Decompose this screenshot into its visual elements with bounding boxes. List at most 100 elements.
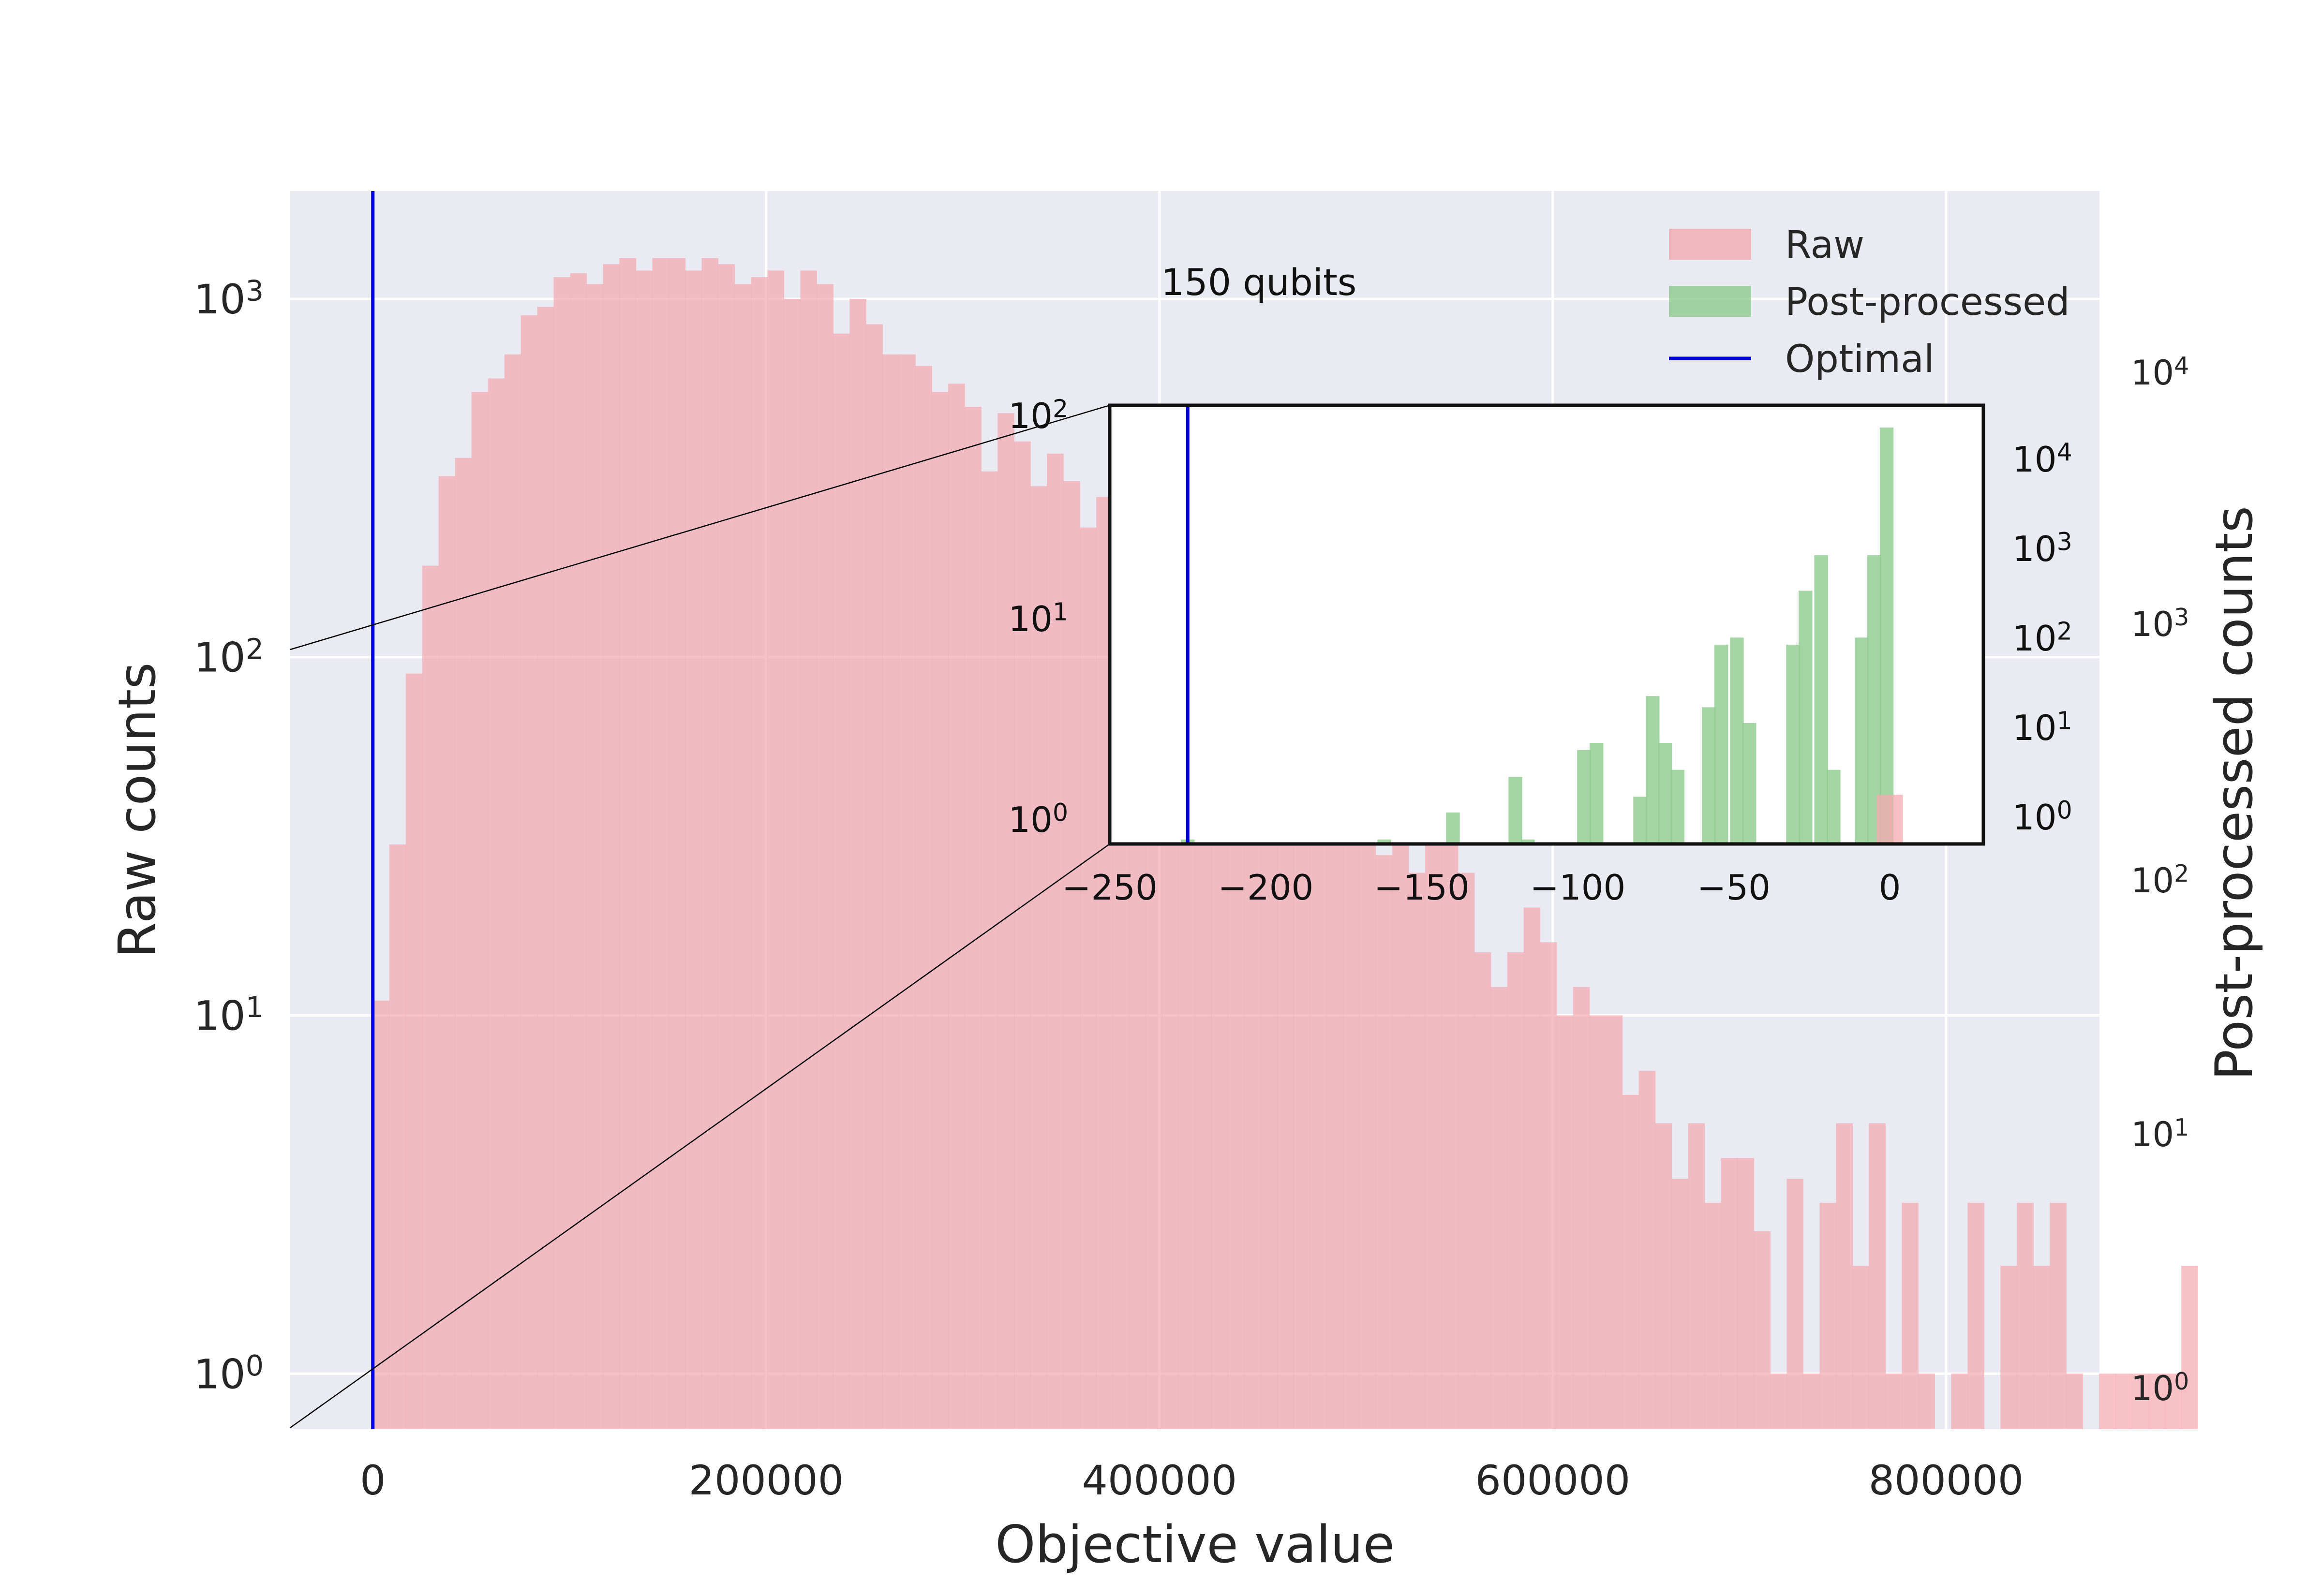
right-y-tick-label: 101	[2131, 1114, 2189, 1154]
inset-raw-bar	[1876, 795, 1890, 844]
zoom-connector-upper	[290, 404, 1110, 650]
raw-bar	[1803, 1374, 1820, 1429]
post-processed-bar	[1446, 813, 1460, 844]
raw-bar	[2017, 1202, 2034, 1429]
legend-label: Raw	[1785, 223, 1864, 267]
raw-bar	[1408, 872, 1426, 1429]
raw-bar	[1655, 1123, 1672, 1429]
x-axis-label: Objective value	[995, 1515, 1395, 1574]
post-processed-bar	[1377, 839, 1391, 844]
raw-bar	[1375, 855, 1393, 1429]
raw-bar	[422, 565, 439, 1429]
raw-bar	[1490, 987, 1508, 1429]
annotation-label: 150 qubits	[1161, 261, 1356, 304]
inset-background	[1110, 405, 1983, 844]
inset-x-tick-label: −200	[1218, 867, 1314, 908]
raw-bar	[1885, 1374, 1902, 1429]
raw-bar	[372, 1000, 390, 1429]
post-processed-bar	[1814, 555, 1828, 844]
raw-bar	[438, 476, 456, 1429]
inset-x-tick-labels: −250 −200 −150 −100 −50 0	[1062, 867, 1901, 908]
raw-bar	[488, 378, 505, 1429]
raw-bar	[1507, 952, 1524, 1429]
post-processed-bar	[1742, 723, 1756, 844]
y-tick-labels: 100 101 102 103	[194, 274, 264, 1398]
post-processed-bar	[1670, 769, 1685, 844]
raw-bar	[603, 264, 620, 1430]
inset-x-tick-label: −150	[1374, 867, 1470, 908]
raw-bar	[1704, 1202, 1722, 1429]
raw-bar	[652, 258, 670, 1429]
raw-bar	[1852, 1266, 1869, 1429]
raw-bar	[1326, 844, 1343, 1429]
inset-x-tick-label: −100	[1530, 867, 1626, 908]
x-tick-label: 400000	[1082, 1457, 1237, 1504]
raw-bar	[849, 298, 866, 1430]
post-processed-bar	[1508, 777, 1522, 844]
raw-bar	[1047, 453, 1064, 1429]
inset-plot: −250 −200 −150 −100 −50 0 100 101 102 100 101 102…	[1008, 394, 2072, 908]
y-tick-label: 102	[194, 632, 264, 681]
post-processed-bar	[1879, 427, 1894, 844]
raw-bar	[1671, 1179, 1689, 1429]
x-tick-label: 800000	[1869, 1457, 2024, 1504]
raw-bar	[718, 264, 735, 1430]
raw-bar	[669, 258, 686, 1429]
raw-bar	[1523, 907, 1541, 1429]
raw-bar	[1474, 952, 1491, 1429]
raw-bar	[833, 333, 850, 1430]
raw-bar	[1589, 1015, 1607, 1429]
inset-x-tick-label: −250	[1062, 867, 1158, 908]
raw-bar	[586, 284, 604, 1430]
right-y-tick-label: 104	[2131, 352, 2189, 393]
post-processed-bar	[1714, 644, 1728, 844]
raw-bar	[636, 270, 653, 1429]
inset-right-y-tick-label: 104	[2012, 438, 2072, 480]
raw-bar	[866, 324, 883, 1429]
post-processed-bar	[1633, 797, 1647, 844]
raw-bar	[1293, 781, 1310, 1429]
legend-label: Post-processed	[1785, 281, 2070, 324]
raw-bar	[1638, 1071, 1656, 1429]
raw-bar	[1014, 441, 1031, 1429]
raw-bar	[570, 273, 587, 1429]
raw-bar	[1260, 765, 1278, 1429]
inset-raw-bar	[1889, 795, 1903, 844]
post-processed-bar	[1577, 750, 1591, 844]
raw-bar	[1721, 1158, 1738, 1429]
inset-right-y-tick-label: 100	[2012, 796, 2072, 838]
inset-left-y-tick-label: 101	[1008, 597, 1068, 639]
right-y-axis-label: Post-processed counts	[2204, 506, 2264, 1080]
inset-x-tick-label: 0	[1879, 867, 1901, 908]
inset-right-y-tick-labels: 100 101 102 103 104	[2012, 438, 2072, 838]
inset-x-tick-label: −50	[1697, 867, 1771, 908]
raw-bar	[701, 258, 719, 1429]
raw-bar	[1688, 1123, 1705, 1429]
y-tick-label: 103	[194, 274, 264, 323]
raw-bar	[751, 277, 768, 1429]
raw-bar	[1342, 799, 1360, 1429]
raw-bar	[405, 673, 423, 1429]
x-tick-label: 0	[360, 1457, 386, 1504]
post-processed-bar	[1702, 707, 1716, 844]
raw-bar	[1754, 1231, 1771, 1429]
raw-bar	[965, 406, 982, 1430]
raw-bar	[1310, 844, 1327, 1429]
inset-left-y-tick-labels: 100 101 102	[1008, 394, 1068, 840]
raw-bar	[767, 270, 784, 1429]
raw-bar	[915, 366, 932, 1430]
raw-bar	[1392, 844, 1409, 1429]
raw-bar	[1441, 820, 1459, 1429]
raw-bar	[1425, 844, 1442, 1429]
y-tick-label: 101	[194, 990, 264, 1039]
raw-bar	[1244, 765, 1261, 1429]
raw-bar	[1819, 1202, 1837, 1429]
post-processed-bar	[1799, 591, 1813, 844]
inset-left-y-tick-label: 100	[1008, 798, 1068, 840]
raw-bar	[1063, 481, 1080, 1429]
post-processed-bar	[1827, 769, 1841, 844]
raw-bar	[619, 258, 637, 1429]
x-tick-label: 600000	[1475, 1457, 1631, 1504]
legend-swatch-post-processed	[1669, 286, 1751, 317]
